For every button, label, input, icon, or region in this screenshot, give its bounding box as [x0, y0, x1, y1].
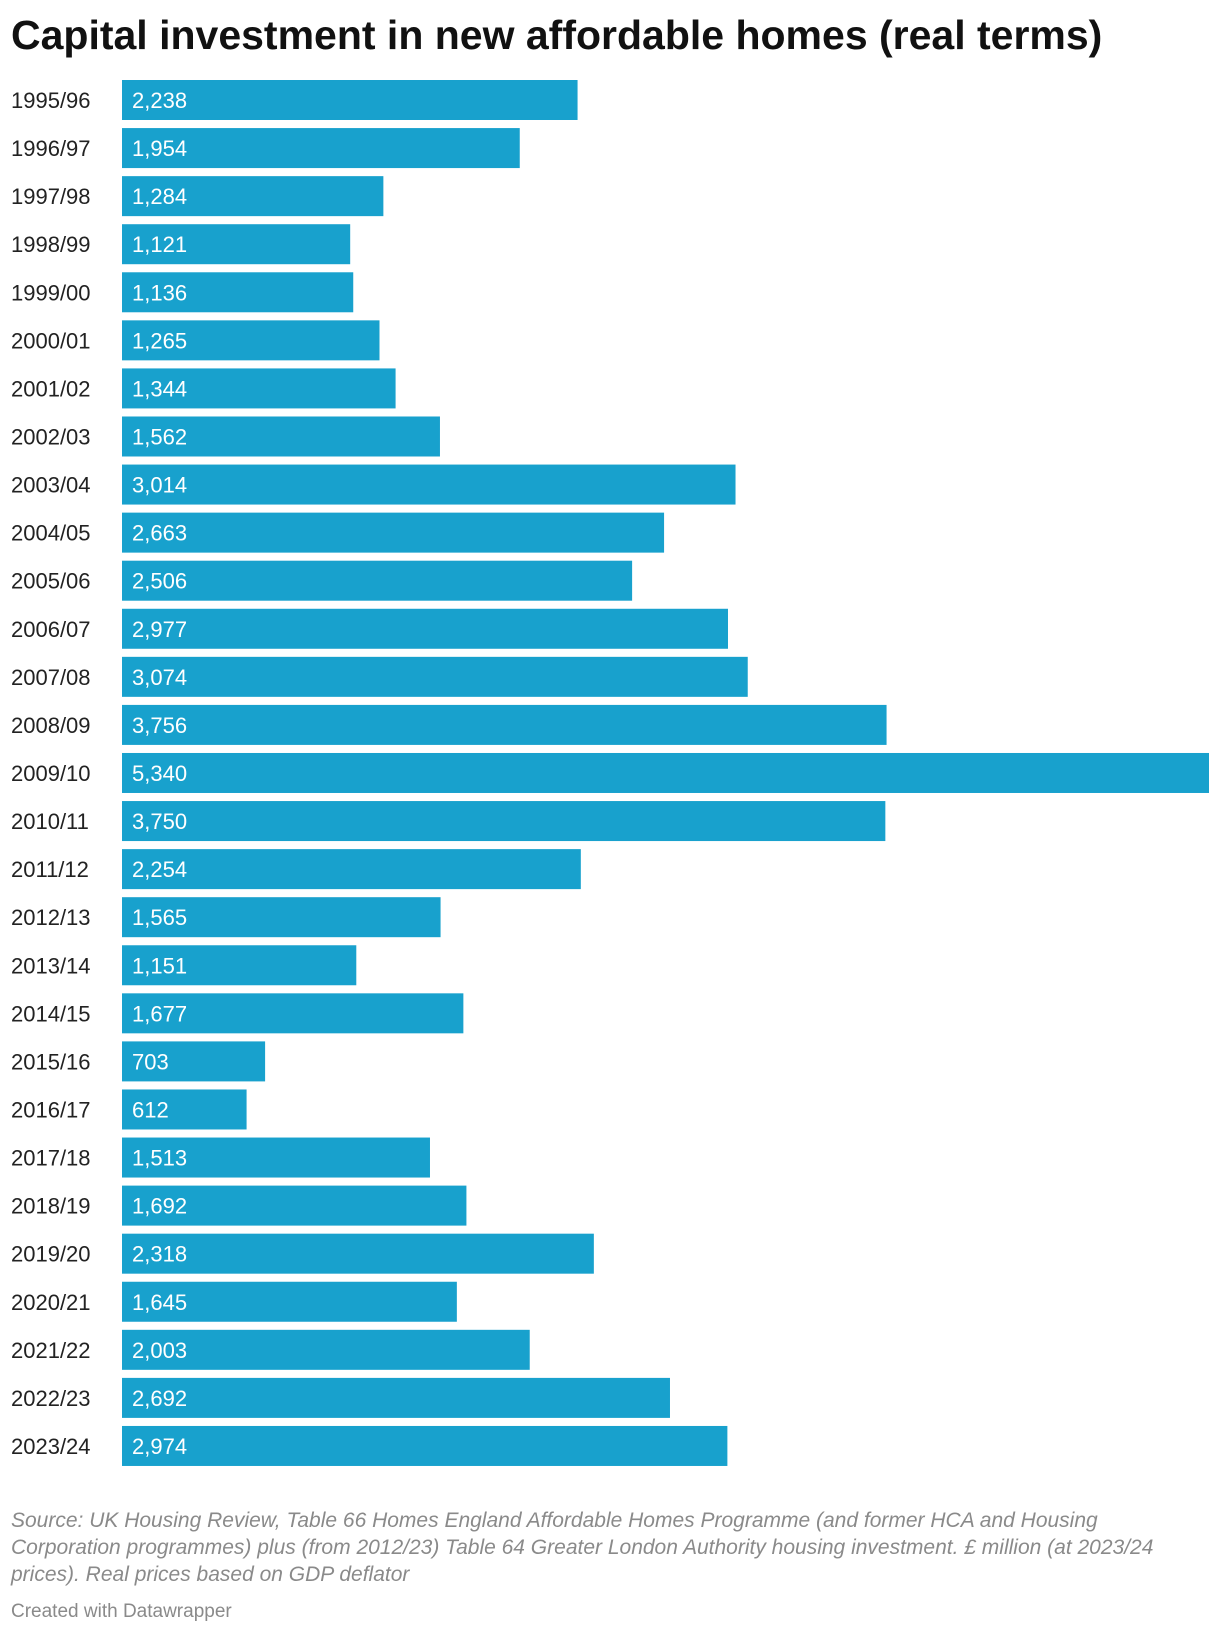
bar: [122, 512, 665, 553]
bar-value-label: 703: [132, 1049, 169, 1074]
bar-value-label: 1,562: [132, 424, 187, 449]
bar: [122, 560, 633, 601]
category-label: 2023/24: [11, 1434, 91, 1459]
bar-value-label: 3,074: [132, 665, 187, 690]
bar: [122, 1281, 457, 1322]
category-label: 2005/06: [11, 569, 91, 594]
bar-value-label: 3,756: [132, 713, 187, 738]
bar: [122, 801, 886, 842]
bar-value-label: 2,663: [132, 521, 187, 546]
bar-value-label: 1,284: [132, 184, 187, 209]
category-label: 2001/02: [11, 376, 91, 401]
bar: [122, 752, 1209, 793]
category-label: 2006/07: [11, 617, 91, 642]
category-label: 2021/22: [11, 1338, 91, 1363]
bar-value-label: 1,645: [132, 1290, 187, 1315]
bar: [122, 1137, 430, 1178]
category-label: 2004/05: [11, 521, 91, 546]
bar-value-label: 1,677: [132, 1001, 187, 1026]
bar: [122, 176, 384, 217]
bar-value-label: 2,506: [132, 569, 187, 594]
bar-value-label: 2,318: [132, 1242, 187, 1267]
category-label: 2000/01: [11, 328, 91, 353]
bar-value-label: 3,750: [132, 809, 187, 834]
bar: [122, 80, 578, 120]
category-label: 2008/09: [11, 713, 91, 738]
bar-value-label: 1,513: [132, 1146, 187, 1171]
bar-value-label: 1,121: [132, 232, 187, 257]
category-label: 2003/04: [11, 473, 91, 498]
category-label: 1997/98: [11, 184, 91, 209]
bar-value-label: 2,692: [132, 1386, 187, 1411]
bar-value-label: 1,344: [132, 376, 187, 401]
bar: [122, 1425, 728, 1466]
bar: [122, 1089, 247, 1130]
bar: [122, 897, 441, 938]
bar: [122, 993, 464, 1034]
bar-value-label: 3,014: [132, 473, 187, 498]
category-label: 2013/14: [11, 953, 91, 978]
bar-value-label: 2,974: [132, 1434, 187, 1459]
bar-value-label: 2,254: [132, 857, 187, 882]
bar-value-label: 2,977: [132, 617, 187, 642]
bar: [122, 1185, 467, 1226]
category-label: 2012/13: [11, 905, 91, 930]
bar: [122, 1041, 266, 1082]
category-label: 1999/00: [11, 280, 91, 305]
bar: [122, 272, 354, 313]
category-label: 2009/10: [11, 761, 91, 786]
bar: [122, 320, 380, 361]
bar-value-label: 2,003: [132, 1338, 187, 1363]
category-label: 2022/23: [11, 1386, 91, 1411]
bar-value-label: 1,136: [132, 280, 187, 305]
category-label: 2016/17: [11, 1097, 91, 1122]
bar: [122, 128, 520, 169]
bar-value-label: 1,151: [132, 953, 187, 978]
bar: [122, 1233, 594, 1274]
category-label: 2015/16: [11, 1049, 91, 1074]
chart-title: Capital investment in new affordable hom…: [11, 12, 1103, 58]
category-label: 2002/03: [11, 424, 91, 449]
category-label: 1996/97: [11, 136, 91, 161]
bar-value-label: 2,238: [132, 88, 187, 113]
bar-chart: 1995/96 2,238 1996/97 1,954 1997/98 1,284 1998…: [11, 80, 1209, 1466]
bar-value-label: 1,565: [132, 905, 187, 930]
bar: [122, 704, 887, 745]
bar: [122, 608, 728, 649]
category-label: 2010/11: [11, 809, 89, 834]
bar: [122, 849, 581, 890]
bar: [122, 224, 351, 265]
category-label: 2019/20: [11, 1242, 91, 1267]
bar-value-label: 1,954: [132, 136, 187, 161]
bar-value-label: 1,265: [132, 328, 187, 353]
category-label: 1998/99: [11, 232, 91, 257]
category-label: 2011/12: [11, 857, 89, 882]
bar-value-label: 5,340: [132, 761, 187, 786]
bar: [122, 945, 357, 986]
bar: [122, 1377, 670, 1418]
category-label: 2018/19: [11, 1194, 91, 1219]
category-label: 2007/08: [11, 665, 91, 690]
bar: [122, 416, 440, 457]
bar: [122, 1329, 530, 1370]
category-label: 2017/18: [11, 1146, 91, 1171]
category-label: 1995/96: [11, 88, 91, 113]
bar-value-label: 612: [132, 1097, 169, 1122]
bar: [122, 368, 396, 409]
source-notes: Source: UK Housing Review, Table 66 Home…: [11, 1509, 1154, 1586]
category-label: 2020/21: [11, 1290, 91, 1315]
category-label: 2014/15: [11, 1001, 91, 1026]
bar: [122, 464, 736, 505]
bar: [122, 656, 748, 697]
datawrapper-credit: Created with Datawrapper: [11, 1601, 232, 1622]
bar-value-label: 1,692: [132, 1194, 187, 1219]
